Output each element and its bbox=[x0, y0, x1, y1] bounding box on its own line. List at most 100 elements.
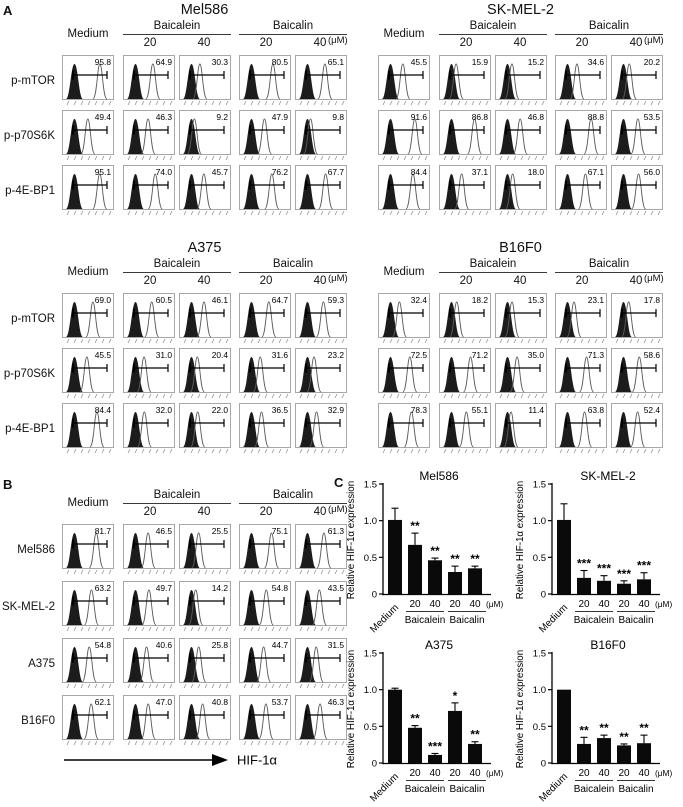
filled-peak bbox=[243, 590, 260, 625]
histogram-cell: 63.2 bbox=[62, 581, 114, 632]
histogram-cell: 30.3 bbox=[179, 55, 231, 106]
open-peak bbox=[256, 646, 272, 683]
open-peak bbox=[583, 118, 599, 155]
filled-peak bbox=[66, 704, 83, 739]
x-tick-label: 20 bbox=[618, 599, 630, 610]
flow-histogram: 32.0 bbox=[123, 403, 175, 454]
group-title: A375 bbox=[187, 240, 222, 256]
significance-stars: ** bbox=[450, 552, 460, 566]
flow-histogram: 72.5 bbox=[378, 348, 430, 399]
treatment-group-label: Baicalin bbox=[618, 784, 653, 795]
flow-histogram: 74.0 bbox=[123, 165, 175, 216]
histogram-cell: 32.4 bbox=[378, 293, 430, 344]
histogram-cell: 56.0 bbox=[611, 165, 663, 216]
open-peak bbox=[621, 301, 637, 338]
row-label: A375 bbox=[28, 657, 55, 670]
percent-gated-value: 59.3 bbox=[328, 295, 345, 305]
panel-b-label: B bbox=[3, 477, 13, 492]
filled-peak bbox=[382, 357, 399, 392]
y-tick-label: 1.0 bbox=[533, 516, 546, 527]
histogram-cell: 18.2 bbox=[439, 293, 491, 344]
percent-gated-value: 9.2 bbox=[216, 112, 228, 122]
flow-histogram: 59.3 bbox=[295, 293, 347, 344]
bar bbox=[637, 743, 651, 764]
filled-peak bbox=[299, 64, 316, 99]
open-peak bbox=[503, 411, 519, 448]
histogram-cell: 78.3 bbox=[378, 403, 430, 454]
open-peak bbox=[140, 703, 156, 740]
filled-peak bbox=[127, 302, 144, 337]
y-tick-label: 0.5 bbox=[533, 722, 546, 733]
filled-peak bbox=[243, 647, 260, 682]
open-peak bbox=[463, 356, 478, 393]
filled-peak bbox=[499, 64, 516, 99]
histogram-cell: 86.8 bbox=[439, 110, 491, 161]
histogram-cell: 20.2 bbox=[611, 55, 663, 106]
open-peak bbox=[308, 646, 324, 683]
x-tick-label: 40 bbox=[469, 599, 481, 610]
flow-histogram: 65.1 bbox=[295, 55, 347, 106]
chart-title: A375 bbox=[425, 638, 453, 652]
open-peak bbox=[85, 301, 101, 338]
dose-label: 40 bbox=[513, 275, 527, 287]
treatment-name: Baicalin bbox=[239, 488, 347, 504]
medium-column-label: Medium bbox=[67, 497, 109, 509]
flow-histogram: 47.0 bbox=[123, 695, 175, 746]
filled-peak bbox=[66, 302, 83, 337]
histogram-cell: 32.0 bbox=[123, 403, 175, 454]
unit-label: (μM) bbox=[328, 504, 348, 515]
filled-peak bbox=[382, 174, 399, 209]
open-peak bbox=[136, 356, 152, 393]
flow-histogram: 35.0 bbox=[495, 348, 547, 399]
histogram-cell: 34.6 bbox=[555, 55, 607, 106]
histogram-cell: 31.6 bbox=[239, 348, 291, 399]
significance-stars: *** bbox=[577, 557, 591, 571]
flow-histogram: 37.1 bbox=[439, 165, 491, 216]
open-peak bbox=[303, 118, 318, 155]
open-peak bbox=[89, 411, 105, 448]
flow-group-a375: A375 Medium Baicalein 20 40 Baicalin 20 40 (μM) p… bbox=[0, 240, 382, 458]
percent-gated-value: 47.9 bbox=[272, 112, 289, 122]
percent-gated-value: 69.0 bbox=[95, 295, 112, 305]
flow-histogram: 14.2 bbox=[179, 581, 231, 632]
flow-histogram: 45.7 bbox=[179, 165, 231, 216]
y-tick-label: 0 bbox=[541, 759, 546, 770]
y-tick-label: 1.0 bbox=[533, 685, 546, 696]
open-peak bbox=[83, 703, 99, 740]
filled-peak bbox=[66, 647, 83, 682]
flow-histogram: 46.3 bbox=[123, 110, 175, 161]
percent-gated-value: 35.0 bbox=[528, 350, 545, 360]
filled-peak bbox=[615, 302, 632, 337]
filled-peak bbox=[559, 302, 576, 337]
histogram-cell: 37.1 bbox=[439, 165, 491, 216]
percent-gated-value: 18.2 bbox=[472, 295, 489, 305]
medium-column-label: Medium bbox=[67, 28, 109, 40]
histogram-row: SK-MEL-2 63.2 49.7 14.2 54.8 43.5 bbox=[0, 581, 382, 632]
percent-gated-value: 71.3 bbox=[588, 350, 605, 360]
treatment-header: Baicalein 20 40 bbox=[123, 19, 231, 51]
histogram-cell: 67.1 bbox=[555, 165, 607, 216]
percent-gated-value: 9.8 bbox=[332, 112, 344, 122]
bar bbox=[468, 743, 482, 764]
histogram-cell: 32.9 bbox=[295, 403, 347, 454]
percent-gated-value: 86.8 bbox=[472, 112, 489, 122]
unit-label: (μM) bbox=[655, 768, 672, 778]
significance-stars: *** bbox=[637, 559, 651, 573]
open-peak bbox=[403, 411, 419, 448]
histogram-cell: 22.0 bbox=[179, 403, 231, 454]
open-peak bbox=[318, 173, 334, 210]
histogram-cell: 45.5 bbox=[62, 348, 114, 399]
dose-label: 20 bbox=[459, 275, 473, 287]
significance-stars: ** bbox=[470, 552, 480, 566]
bar bbox=[557, 519, 571, 595]
treatment-name: Baicalin bbox=[239, 257, 347, 273]
filled-peak bbox=[243, 119, 260, 154]
x-tick-label: 20 bbox=[409, 599, 421, 610]
dose-label: 40 bbox=[197, 275, 211, 287]
column-header: Medium Baicalein 20 40 Baicalin 20 40 (μM) bbox=[378, 257, 683, 291]
open-peak bbox=[261, 301, 277, 338]
percent-gated-value: 11.4 bbox=[528, 405, 544, 415]
percent-gated-value: 15.2 bbox=[528, 57, 545, 67]
filled-peak bbox=[243, 64, 260, 99]
histogram-row: 32.4 18.2 15.3 23.1 17.8 bbox=[378, 293, 683, 344]
